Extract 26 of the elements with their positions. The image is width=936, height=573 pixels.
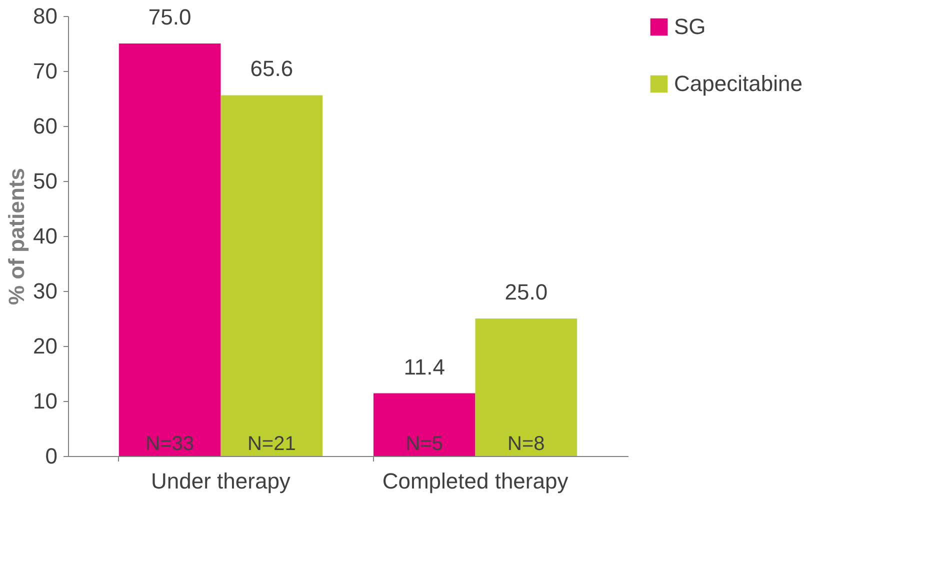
legend-label: SG: [674, 14, 706, 39]
x-tick-label: Completed therapy: [382, 468, 568, 494]
y-tick-label: 10: [33, 388, 58, 414]
data-label: 75.0: [148, 4, 192, 30]
annotation: N=33: [146, 433, 194, 455]
y-tick-label: 70: [33, 58, 58, 84]
bar: [373, 393, 476, 456]
data-label: 65.6: [250, 56, 294, 82]
y-axis-title: % of patients: [4, 168, 30, 305]
y-tick-label: 50: [33, 168, 58, 194]
bar: [118, 44, 221, 456]
legend-label: Capecitabine: [674, 71, 802, 96]
y-tick-label: 80: [33, 4, 58, 28]
y-tick-label: 0: [45, 444, 58, 468]
y-tick-label: 60: [33, 114, 58, 138]
y-tick-label: 30: [33, 278, 58, 304]
bar: [220, 95, 323, 456]
bar: [475, 318, 578, 456]
data-label: 11.4: [404, 354, 445, 380]
x-tick-label: Under therapy: [151, 468, 290, 494]
y-tick-label: 20: [33, 334, 58, 358]
annotation: N=5: [406, 433, 443, 455]
annotation: N=8: [508, 433, 545, 455]
annotation: N=21: [247, 433, 296, 455]
y-tick-label: 40: [33, 224, 58, 248]
data-label: 25.0: [504, 280, 548, 304]
